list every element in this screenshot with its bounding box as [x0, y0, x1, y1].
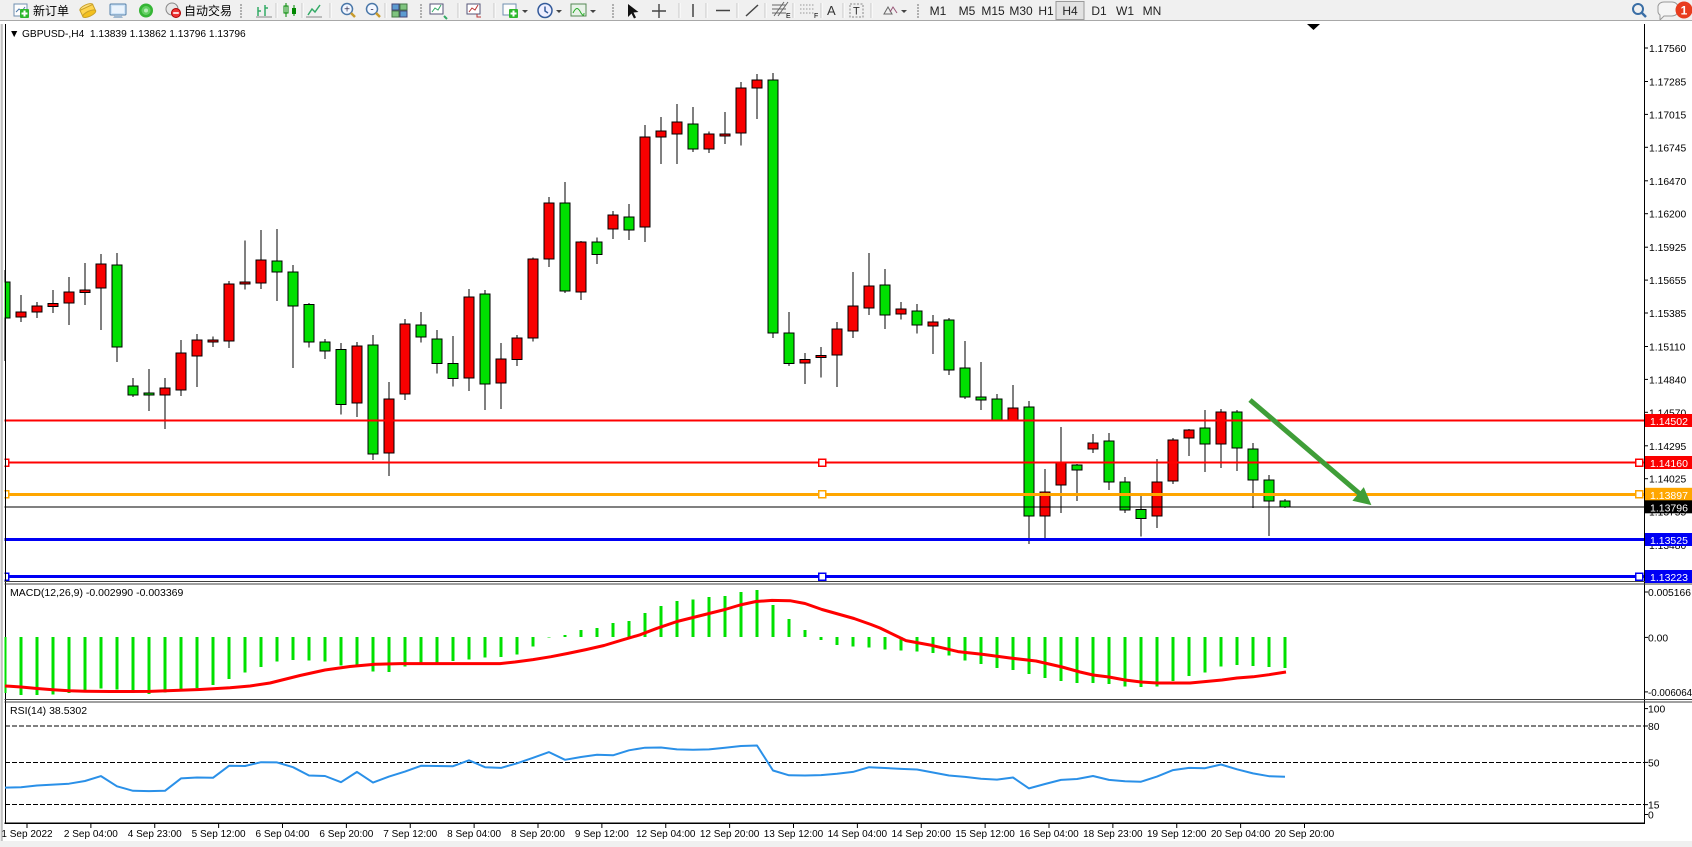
svg-text:1.13525: 1.13525: [1650, 535, 1688, 547]
svg-text:1.17285: 1.17285: [1649, 78, 1686, 89]
svg-text:RSI(14) 38.5302: RSI(14) 38.5302: [10, 705, 87, 717]
svg-text:D1: D1: [1091, 4, 1107, 18]
svg-text:1.16745: 1.16745: [1649, 143, 1686, 154]
svg-text:14 Sep 04:00: 14 Sep 04:00: [828, 829, 888, 840]
svg-text:20 Sep 04:00: 20 Sep 04:00: [1211, 829, 1271, 840]
svg-text:M15: M15: [981, 4, 1005, 18]
svg-text:T: T: [853, 6, 860, 18]
svg-text:9 Sep 12:00: 9 Sep 12:00: [575, 829, 629, 840]
svg-text:1.15110: 1.15110: [1649, 343, 1686, 354]
svg-text:-0.006064: -0.006064: [1648, 688, 1692, 699]
svg-text:-: -: [370, 5, 373, 16]
svg-text:A: A: [827, 3, 836, 18]
svg-text:1 Sep 2022: 1 Sep 2022: [1, 829, 53, 840]
svg-text:+: +: [344, 5, 350, 16]
svg-text:6 Sep 20:00: 6 Sep 20:00: [319, 829, 373, 840]
svg-text:M5: M5: [959, 4, 976, 18]
svg-text:F: F: [814, 13, 818, 20]
svg-text:12 Sep 04:00: 12 Sep 04:00: [636, 829, 696, 840]
svg-text:5 Sep 12:00: 5 Sep 12:00: [192, 829, 246, 840]
svg-text:0.00: 0.00: [1648, 633, 1668, 644]
svg-text:1.17560: 1.17560: [1649, 44, 1686, 55]
svg-text:14 Sep 20:00: 14 Sep 20:00: [892, 829, 952, 840]
svg-text:M1: M1: [930, 4, 947, 18]
svg-text:1.16200: 1.16200: [1649, 210, 1686, 221]
svg-text:0.005166: 0.005166: [1648, 588, 1691, 599]
svg-text:E: E: [786, 13, 791, 20]
svg-text:100: 100: [1648, 705, 1665, 716]
svg-text:16 Sep 04:00: 16 Sep 04:00: [1019, 829, 1079, 840]
svg-text:80: 80: [1648, 722, 1660, 733]
svg-text:1.13480: 1.13480: [1649, 541, 1686, 552]
svg-text:50: 50: [1648, 758, 1660, 769]
svg-text:8 Sep 04:00: 8 Sep 04:00: [447, 829, 501, 840]
svg-text:1.13897: 1.13897: [1650, 490, 1688, 502]
svg-text:1.14502: 1.14502: [1650, 416, 1688, 428]
svg-text:1.15925: 1.15925: [1649, 243, 1686, 254]
svg-text:1.14840: 1.14840: [1649, 375, 1686, 386]
svg-text:19 Sep 12:00: 19 Sep 12:00: [1147, 829, 1207, 840]
svg-text:MACD(12,26,9) -0.002990 -0.003: MACD(12,26,9) -0.002990 -0.003369: [10, 587, 184, 599]
svg-text:H1: H1: [1038, 4, 1054, 18]
svg-text:7 Sep 12:00: 7 Sep 12:00: [383, 829, 437, 840]
svg-text:1.15655: 1.15655: [1649, 276, 1686, 287]
svg-text:1.13796: 1.13796: [1650, 502, 1688, 514]
svg-text:1.13223: 1.13223: [1650, 572, 1688, 584]
svg-text:1.15385: 1.15385: [1649, 309, 1686, 320]
svg-text:1.14160: 1.14160: [1650, 458, 1688, 470]
svg-text:0: 0: [1648, 811, 1654, 822]
svg-text:18 Sep 23:00: 18 Sep 23:00: [1083, 829, 1143, 840]
svg-text:GBPUSD-,H4 1.13839 1.13862 1.: GBPUSD-,H4 1.13839 1.13862 1.13796 1.137…: [22, 29, 246, 40]
svg-text:▼: ▼: [9, 28, 19, 40]
svg-text:1.16470: 1.16470: [1649, 177, 1686, 188]
svg-text:1.14570: 1.14570: [1649, 408, 1686, 419]
svg-text:15: 15: [1648, 801, 1660, 812]
svg-text:2 Sep 04:00: 2 Sep 04:00: [64, 829, 118, 840]
svg-text:新订单: 新订单: [33, 3, 69, 18]
svg-text:20 Sep 20:00: 20 Sep 20:00: [1275, 829, 1335, 840]
svg-text:6 Sep 04:00: 6 Sep 04:00: [256, 829, 310, 840]
svg-text:15 Sep 12:00: 15 Sep 12:00: [955, 829, 1015, 840]
svg-text:1: 1: [1681, 4, 1688, 18]
svg-text:W1: W1: [1116, 4, 1134, 18]
svg-text:1.14295: 1.14295: [1649, 442, 1686, 453]
svg-text:13 Sep 12:00: 13 Sep 12:00: [764, 829, 824, 840]
svg-text:1.17015: 1.17015: [1649, 110, 1686, 121]
svg-text:12 Sep 20:00: 12 Sep 20:00: [700, 829, 760, 840]
svg-text:1.14025: 1.14025: [1649, 475, 1686, 486]
svg-text:8 Sep 20:00: 8 Sep 20:00: [511, 829, 565, 840]
svg-text:自动交易: 自动交易: [184, 3, 232, 18]
svg-text:M30: M30: [1009, 4, 1033, 18]
svg-text:MN: MN: [1143, 4, 1162, 18]
svg-text:4 Sep 23:00: 4 Sep 23:00: [128, 829, 182, 840]
svg-text:H4: H4: [1062, 4, 1078, 18]
